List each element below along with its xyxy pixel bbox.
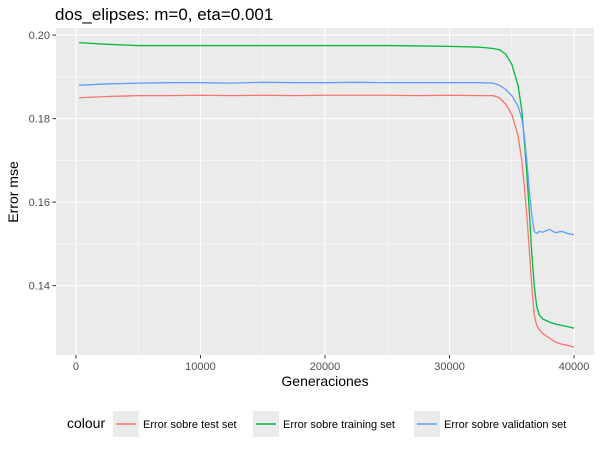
legend-item: Error sobre training set bbox=[253, 411, 395, 437]
legend: colour Error sobre test set Error sobre t… bbox=[67, 411, 566, 437]
y-tick-label: 0.18 bbox=[29, 114, 50, 126]
x-axis-title: Generaciones bbox=[281, 373, 368, 389]
y-axis-title: Error mse bbox=[5, 161, 21, 223]
y-tick-label: 0.20 bbox=[29, 30, 50, 42]
legend-item: Error sobre test set bbox=[113, 411, 237, 437]
legend-label: Error sobre validation set bbox=[444, 419, 566, 431]
x-tick-label: 30000 bbox=[434, 361, 465, 373]
y-tick-label: 0.14 bbox=[29, 281, 50, 293]
series-line-2 bbox=[79, 41, 575, 329]
x-tick-label: 10000 bbox=[185, 361, 216, 373]
legend-title: colour bbox=[67, 415, 105, 431]
series-line-1 bbox=[79, 94, 575, 348]
x-axis: 0 10000 20000 30000 40000 bbox=[73, 355, 590, 373]
x-tick-label: 40000 bbox=[559, 361, 590, 373]
legend-label: Error sobre training set bbox=[283, 419, 395, 431]
y-axis: 0.14 0.16 0.18 0.20 bbox=[29, 30, 56, 293]
series-line-3 bbox=[79, 81, 575, 236]
legend-label: Error sobre test set bbox=[143, 419, 237, 431]
legend-item: Error sobre validation set bbox=[414, 411, 566, 437]
x-tick-label: 0 bbox=[73, 361, 79, 373]
x-tick-label: 20000 bbox=[310, 361, 341, 373]
y-tick-label: 0.16 bbox=[29, 197, 50, 209]
series-lines bbox=[79, 41, 575, 348]
chart-title: dos_elipses: m=0, eta=0.001 bbox=[55, 5, 273, 24]
